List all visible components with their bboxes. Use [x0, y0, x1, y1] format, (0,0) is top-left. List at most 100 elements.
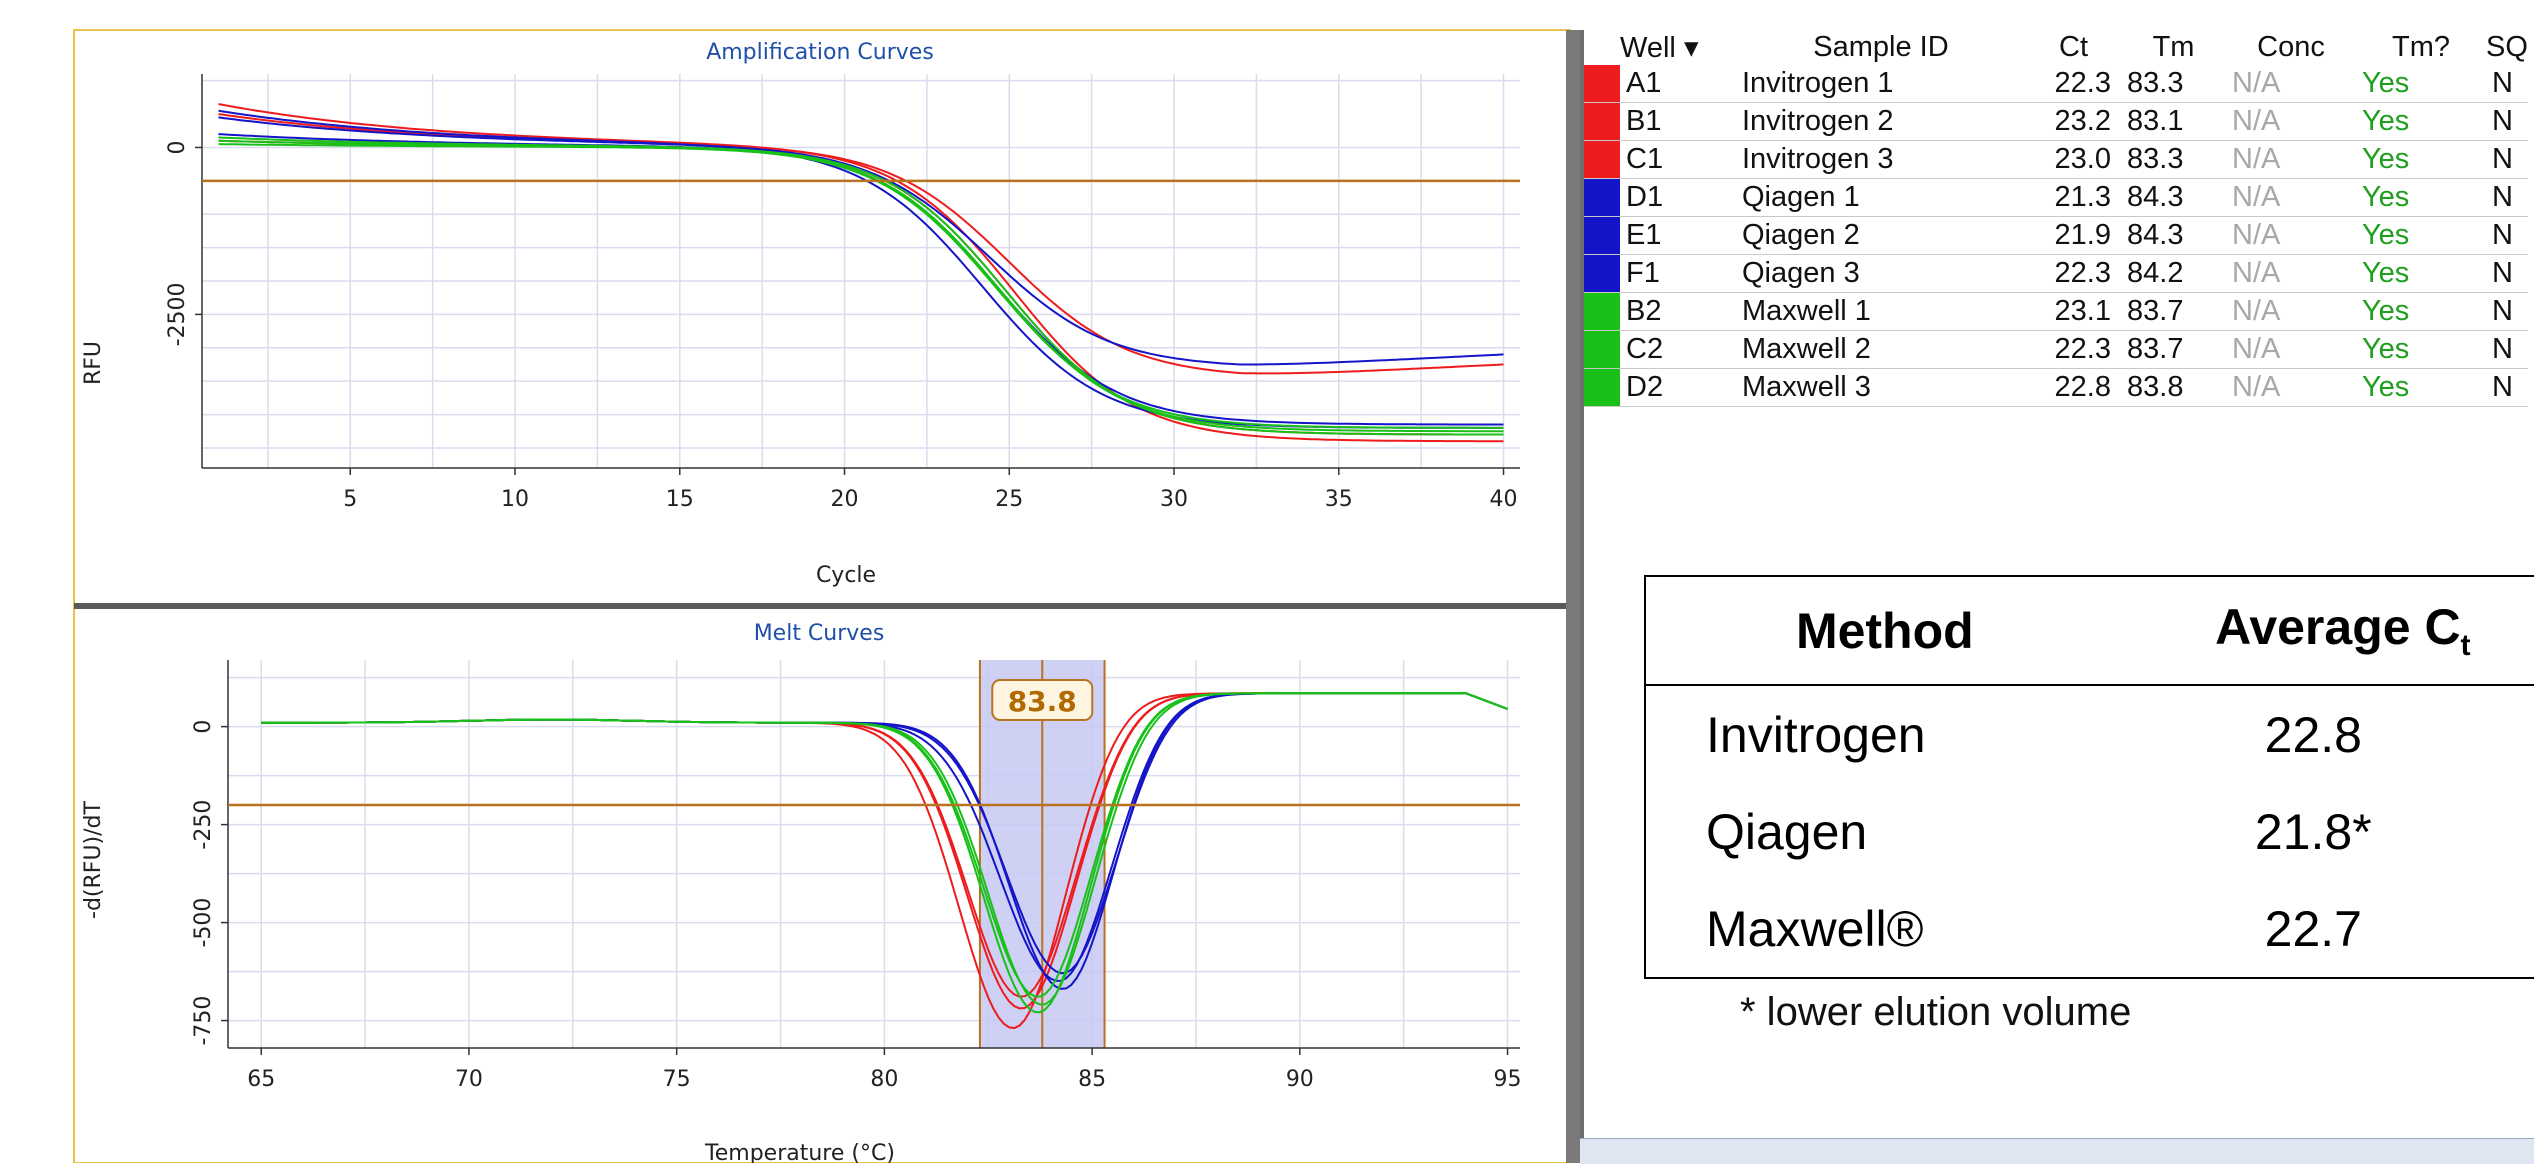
- summary-header-average-subscript: t: [2461, 629, 2471, 662]
- sample-id-cell: Invitrogen 2: [1736, 103, 2026, 141]
- y-tick-label: -2500: [165, 282, 190, 346]
- conc-cell: N/A: [2226, 179, 2356, 217]
- tm-check-cell: Yes: [2356, 103, 2486, 141]
- melt-y-label: -d(RFU)/dT: [81, 800, 106, 918]
- summary-value: 21.8*: [2124, 783, 2534, 880]
- x-tick-label: 10: [501, 487, 529, 512]
- well-color-swatch: [1584, 65, 1620, 103]
- charts-panel: Amplification Curves Cycle RFU Melt Curv…: [0, 0, 1580, 1163]
- tm-cell: 83.1: [2121, 103, 2226, 141]
- x-tick-label: 95: [1494, 1067, 1522, 1092]
- horizontal-scrollbar[interactable]: [1580, 1138, 2534, 1164]
- melt-title: Melt Curves: [754, 621, 885, 646]
- melt-chart: 657075808590950-250-500-75083.8: [191, 660, 1522, 1092]
- summary-header-method: Method: [1645, 576, 2124, 685]
- amplification-y-label: RFU: [81, 341, 106, 385]
- swatch-header: [1584, 30, 1620, 65]
- wells-header-row: Well ▾ Sample ID Ct Tm Conc Tm? SQ: [1584, 30, 2528, 65]
- x-tick-label: 70: [455, 1067, 483, 1092]
- tm-cell: 84.3: [2121, 217, 2226, 255]
- summary-table: Method Average Ct Invitrogen 22.8 Qiagen…: [1644, 575, 2534, 979]
- header-tm-check[interactable]: Tm?: [2356, 30, 2486, 65]
- tm-cell: 83.3: [2121, 65, 2226, 103]
- well-color-swatch: [1584, 179, 1620, 217]
- results-panel: Well ▾ Sample ID Ct Tm Conc Tm? SQ A1Inv…: [1580, 0, 2534, 1163]
- chart-splitter[interactable]: [74, 603, 1570, 609]
- table-row[interactable]: A1Invitrogen 122.383.3N/AYesN: [1584, 65, 2528, 103]
- well-cell: B1: [1620, 103, 1736, 141]
- table-row[interactable]: B1Invitrogen 223.283.1N/AYesN: [1584, 103, 2528, 141]
- header-ct[interactable]: Ct: [2026, 30, 2121, 65]
- table-row[interactable]: B2Maxwell 123.183.7N/AYesN: [1584, 293, 2528, 331]
- well-color-swatch: [1584, 103, 1620, 141]
- header-well[interactable]: Well ▾: [1620, 30, 1736, 65]
- tm-cell: 84.3: [2121, 179, 2226, 217]
- wells-table-body: A1Invitrogen 122.383.3N/AYesNB1Invitroge…: [1584, 65, 2528, 407]
- header-well-label: Well: [1620, 32, 1676, 64]
- sq-cell: N: [2486, 255, 2528, 293]
- ct-cell: 21.3: [2026, 179, 2121, 217]
- conc-cell: N/A: [2226, 369, 2356, 407]
- table-row[interactable]: C1Invitrogen 323.083.3N/AYesN: [1584, 141, 2528, 179]
- sort-down-icon[interactable]: ▾: [1684, 32, 1699, 64]
- conc-cell: N/A: [2226, 331, 2356, 369]
- sample-id-cell: Invitrogen 1: [1736, 65, 2026, 103]
- footnote: * lower elution volume: [1740, 990, 2131, 1035]
- header-sq[interactable]: SQ: [2486, 30, 2528, 65]
- table-row[interactable]: D1Qiagen 121.384.3N/AYesN: [1584, 179, 2528, 217]
- sq-cell: N: [2486, 293, 2528, 331]
- y-tick-label: -500: [191, 898, 216, 948]
- summary-header-average: Average Ct: [2124, 576, 2534, 685]
- tm-cell: 84.2: [2121, 255, 2226, 293]
- well-color-swatch: [1584, 141, 1620, 179]
- amplification-title: Amplification Curves: [706, 40, 934, 65]
- header-tm[interactable]: Tm: [2121, 30, 2226, 65]
- summary-value: 22.7: [2124, 880, 2534, 978]
- x-tick-label: 75: [663, 1067, 691, 1092]
- well-color-swatch: [1584, 217, 1620, 255]
- tm-check-cell: Yes: [2356, 255, 2486, 293]
- tm-check-cell: Yes: [2356, 217, 2486, 255]
- conc-cell: N/A: [2226, 255, 2356, 293]
- x-tick-label: 65: [247, 1067, 275, 1092]
- tm-check-cell: Yes: [2356, 141, 2486, 179]
- x-tick-label: 30: [1160, 487, 1188, 512]
- sq-cell: N: [2486, 65, 2528, 103]
- x-tick-label: 20: [831, 487, 859, 512]
- sq-cell: N: [2486, 141, 2528, 179]
- tm-cell: 83.7: [2121, 331, 2226, 369]
- amplification-x-label: Cycle: [816, 563, 876, 588]
- tm-check-cell: Yes: [2356, 179, 2486, 217]
- wells-table: Well ▾ Sample ID Ct Tm Conc Tm? SQ A1Inv…: [1584, 30, 2528, 407]
- series-line: [219, 104, 1504, 441]
- ct-cell: 22.3: [2026, 331, 2121, 369]
- tm-cell: 83.3: [2121, 141, 2226, 179]
- x-tick-label: 80: [870, 1067, 898, 1092]
- series-line: [219, 144, 1504, 428]
- table-row[interactable]: D2Maxwell 322.883.8N/AYesN: [1584, 369, 2528, 407]
- sample-id-cell: Maxwell 3: [1736, 369, 2026, 407]
- header-conc[interactable]: Conc: [2226, 30, 2356, 65]
- series-line: [219, 117, 1504, 364]
- peak-label: 83.8: [1008, 685, 1077, 718]
- ct-cell: 23.1: [2026, 293, 2121, 331]
- x-tick-label: 35: [1325, 487, 1353, 512]
- well-cell: C2: [1620, 331, 1736, 369]
- header-sample-id[interactable]: Sample ID: [1736, 30, 2026, 65]
- table-row[interactable]: F1Qiagen 322.384.2N/AYesN: [1584, 255, 2528, 293]
- conc-cell: N/A: [2226, 217, 2356, 255]
- well-cell: D2: [1620, 369, 1736, 407]
- well-cell: D1: [1620, 179, 1736, 217]
- table-row[interactable]: E1Qiagen 221.984.3N/AYesN: [1584, 217, 2528, 255]
- conc-cell: N/A: [2226, 103, 2356, 141]
- tm-check-cell: Yes: [2356, 65, 2486, 103]
- well-cell: B2: [1620, 293, 1736, 331]
- well-cell: E1: [1620, 217, 1736, 255]
- sample-id-cell: Qiagen 3: [1736, 255, 2026, 293]
- summary-method: Maxwell®: [1645, 880, 2124, 978]
- table-row[interactable]: C2Maxwell 222.383.7N/AYesN: [1584, 331, 2528, 369]
- x-tick-label: 90: [1286, 1067, 1314, 1092]
- panel-divider[interactable]: [1566, 30, 1580, 1163]
- well-color-swatch: [1584, 293, 1620, 331]
- ct-cell: 22.3: [2026, 255, 2121, 293]
